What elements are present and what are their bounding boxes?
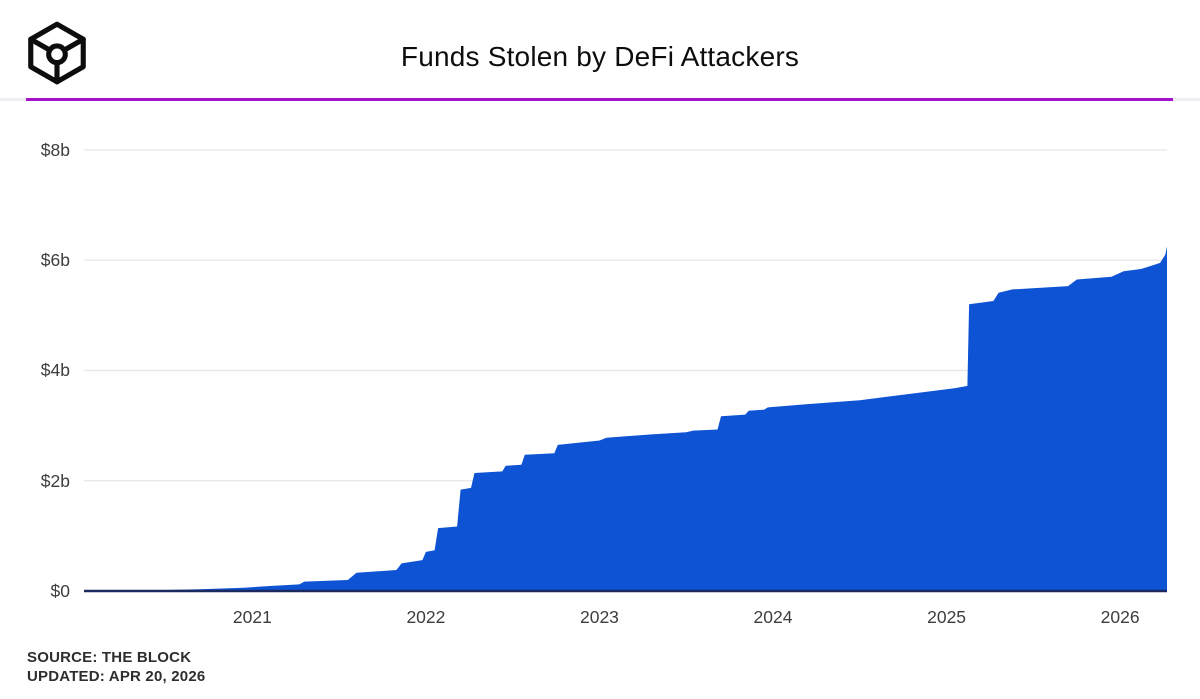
chart-footer: SOURCE: THE BLOCK UPDATED: APR 20, 2026 [27,648,205,686]
area-series [84,246,1167,591]
y-axis-label: $6b [40,250,70,271]
y-axis-label: $2b [40,470,70,491]
header-divider [0,98,1200,101]
x-axis-label: 2023 [579,607,619,627]
y-axis-label: $4b [40,360,70,381]
updated-label: UPDATED: APR 20, 2026 [27,668,206,685]
x-axis-label: 2025 [927,607,967,627]
x-axis-label: 2026 [1100,607,1140,627]
y-axis-label: $8b [40,139,70,160]
accent-line [26,98,1173,101]
chart-title: Funds Stolen by DeFi Attackers [400,41,800,72]
x-axis-label: 2022 [406,607,446,627]
source-label: SOURCE: THE BLOCK [27,649,192,666]
x-axis-label: 2021 [232,607,272,627]
the-block-logo-icon [28,21,86,85]
y-axis-label: $0 [50,581,70,601]
x-axis-label: 2024 [753,607,793,627]
